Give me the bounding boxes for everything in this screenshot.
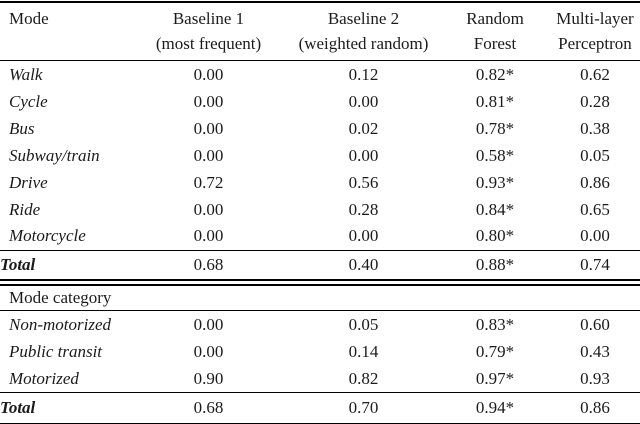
cell-baseline2: 0.02 [348, 118, 379, 138]
mode-row-subway-train: Subway/train 0.00 0.00 0.58* 0.05 [0, 142, 640, 169]
column-header-mlp: Multi-layer Perceptron [550, 2, 640, 61]
category-row-public-transit: Public transit 0.00 0.14 0.79* 0.43 [0, 338, 640, 365]
column-header-label: Mode [9, 9, 49, 28]
column-header-sublabel: (weighted random) [298, 33, 429, 53]
row-label: Ride [9, 199, 41, 219]
cell-baseline1: 0.68 [193, 397, 224, 417]
cell-random-forest: 0.58* [475, 145, 515, 165]
column-header-label: Baseline 2 [327, 9, 400, 28]
cell-mlp: 0.86 [580, 397, 610, 417]
cell-random-forest: 0.80* [475, 226, 515, 246]
cell-baseline2: 0.00 [348, 145, 379, 165]
cell-baseline1: 0.90 [193, 368, 224, 388]
cell-baseline1: 0.00 [193, 341, 224, 361]
cell-baseline1: 0.00 [193, 226, 224, 246]
mode-row-walk: Walk 0.00 0.12 0.82* 0.62 [0, 61, 640, 88]
cell-random-forest: 0.97* [475, 368, 515, 388]
row-label: Subway/train [9, 145, 100, 165]
cell-baseline1: 0.00 [193, 64, 224, 84]
column-header-sublabel: Forest [473, 33, 517, 53]
column-header-label: Baseline 1 [172, 9, 245, 28]
cell-baseline2: 0.00 [348, 226, 379, 246]
row-label: Non-motorized [9, 314, 111, 334]
cell-baseline1: 0.68 [193, 254, 224, 274]
total-row-label: Total [0, 397, 36, 417]
column-header-mode: Mode [0, 2, 130, 61]
cell-random-forest: 0.78* [475, 118, 515, 138]
column-header-baseline1: Baseline 1 (most frequent) [130, 2, 287, 61]
column-header-random-forest: Random Forest [440, 2, 550, 61]
cell-random-forest: 0.83* [475, 314, 515, 334]
category-total-row: Total 0.68 0.70 0.94* 0.86 [0, 392, 640, 424]
cell-mlp: 0.62 [580, 64, 610, 84]
column-header-baseline2: Baseline 2 (weighted random) [287, 2, 440, 61]
mode-total-row: Total 0.68 0.40 0.88* 0.74 [0, 250, 640, 283]
category-row-motorized: Motorized 0.90 0.82 0.97* 0.93 [0, 365, 640, 392]
mode-row-cycle: Cycle 0.00 0.00 0.81* 0.28 [0, 88, 640, 115]
cell-baseline2: 0.28 [348, 199, 379, 219]
row-label: Motorcycle [9, 226, 86, 246]
cell-random-forest: 0.93* [475, 172, 515, 192]
cell-random-forest: 0.82* [475, 64, 515, 84]
cell-baseline1: 0.00 [193, 145, 224, 165]
mode-row-bus: Bus 0.00 0.02 0.78* 0.38 [0, 115, 640, 142]
cell-mlp: 0.00 [580, 226, 610, 246]
cell-mlp: 0.74 [580, 254, 610, 274]
cell-baseline1: 0.00 [193, 199, 224, 219]
cell-mlp: 0.65 [580, 199, 610, 219]
cell-mlp: 0.38 [580, 118, 610, 138]
row-label: Public transit [9, 341, 103, 361]
cell-baseline2: 0.40 [348, 254, 379, 274]
cell-mlp: 0.60 [580, 314, 610, 334]
cell-mlp: 0.86 [580, 172, 610, 192]
cell-mlp: 0.28 [580, 91, 610, 111]
cell-mlp: 0.05 [580, 145, 610, 165]
row-label: Cycle [9, 91, 48, 111]
row-label: Walk [9, 64, 43, 84]
column-header-sublabel: (most frequent) [155, 33, 262, 53]
cell-random-forest: 0.88* [475, 254, 515, 274]
table-header-row: Mode Baseline 1 (most frequent) Baseline… [0, 2, 640, 61]
cell-baseline2: 0.05 [348, 314, 379, 334]
category-section-header-row: Mode category [0, 282, 640, 311]
column-header-sublabel: Perceptron [558, 33, 632, 53]
cell-mlp: 0.93 [580, 368, 610, 388]
cell-baseline1: 0.72 [193, 172, 224, 192]
column-header-label: Random [466, 9, 524, 28]
cell-random-forest: 0.79* [475, 341, 515, 361]
column-header-label: Multi-layer [556, 9, 634, 28]
cell-baseline2: 0.56 [348, 172, 379, 192]
mode-row-motorcycle: Motorcycle 0.00 0.00 0.80* 0.00 [0, 223, 640, 250]
category-row-non-motorized: Non-motorized 0.00 0.05 0.83* 0.60 [0, 311, 640, 338]
cell-baseline2: 0.00 [348, 91, 379, 111]
mode-row-drive: Drive 0.72 0.56 0.93* 0.86 [0, 169, 640, 196]
cell-random-forest: 0.81* [475, 91, 515, 111]
cell-random-forest: 0.84* [475, 199, 515, 219]
cell-random-forest: 0.94* [475, 397, 515, 417]
cell-mlp: 0.43 [580, 341, 610, 361]
cell-baseline1: 0.00 [193, 118, 224, 138]
row-label: Bus [9, 118, 35, 138]
cell-baseline1: 0.00 [193, 314, 224, 334]
cell-baseline2: 0.14 [348, 341, 379, 361]
total-row-label: Total [0, 254, 36, 274]
cell-baseline1: 0.00 [193, 91, 224, 111]
cell-baseline2: 0.82 [348, 368, 379, 388]
category-section-title: Mode category [9, 287, 112, 307]
mode-row-ride: Ride 0.00 0.28 0.84* 0.65 [0, 196, 640, 223]
cell-baseline2: 0.70 [348, 397, 379, 417]
cell-baseline2: 0.12 [348, 64, 379, 84]
row-label: Motorized [9, 368, 79, 388]
row-label: Drive [9, 172, 48, 192]
